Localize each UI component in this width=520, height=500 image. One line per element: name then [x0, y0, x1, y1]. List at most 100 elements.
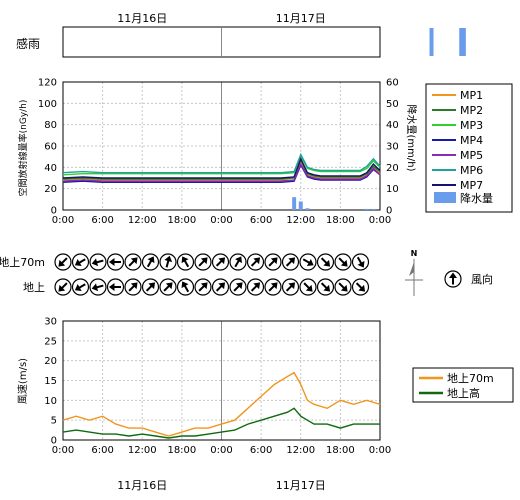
- wind-arrow-head: [200, 257, 208, 265]
- wind-arrow-glyph: [302, 258, 314, 266]
- wind-arrow: [124, 278, 142, 296]
- wind-arrow-glyph: [356, 256, 365, 268]
- wind-arrow-head: [218, 257, 226, 265]
- wind-arrow-glyph: [164, 255, 173, 268]
- wind-arrow-head: [357, 260, 365, 268]
- dose-series-5-line: [62, 152, 381, 174]
- wind-arrow-glyph: [320, 257, 331, 267]
- wind-arrow-head: [58, 259, 66, 267]
- wind-arrow: [106, 253, 125, 271]
- wind-arrow-shaft: [95, 259, 104, 264]
- dose-y-tick: 20: [44, 184, 57, 195]
- wind-arrow-glyph: [109, 283, 121, 291]
- wind-arrow: [176, 278, 195, 296]
- dose-series-1-line: [62, 158, 381, 180]
- wind-arrow-shaft: [60, 282, 68, 290]
- wind-arrow-shaft: [183, 284, 190, 293]
- wind-arrow-shaft: [78, 258, 86, 264]
- wind-y-tick: 5: [51, 416, 57, 427]
- dose-x-tick: 0:00: [52, 215, 74, 226]
- wind-arrow-glyph: [320, 282, 331, 292]
- wind-arrow-shaft: [233, 284, 241, 292]
- wind-arrow-shaft: [95, 284, 104, 289]
- dose-y2-tick: 30: [386, 142, 399, 153]
- dose-series-2-line: [62, 153, 381, 176]
- wind-arrow-glyph: [215, 282, 226, 292]
- wind-arrow-shaft: [215, 284, 223, 292]
- wind-arrow-glyph: [285, 282, 296, 292]
- wind-arrow-glyph: [146, 256, 155, 268]
- date-label-top: 11月16日: [117, 12, 167, 25]
- wind-arrow-glyph: [181, 256, 190, 268]
- wind-arrow-shaft: [268, 284, 276, 292]
- precip-bar: [298, 201, 303, 210]
- dose-y2-tick: 0: [386, 206, 392, 217]
- wind-arrow-shaft: [320, 282, 328, 290]
- precip-ylabel: 降水量(mm/h): [405, 105, 418, 172]
- wind-arrow-shaft: [338, 257, 346, 265]
- wind-arrow-glyph: [58, 282, 68, 292]
- wind-ylabel: 風速(m/s): [17, 358, 29, 404]
- wind-arrow-head: [340, 284, 348, 292]
- wind-arrow-head: [164, 255, 173, 263]
- wind-arrow-glyph: [198, 282, 208, 292]
- date-label-bottom: 11月17日: [276, 479, 326, 492]
- wind-arrow-glyph: [74, 283, 86, 291]
- dose-legend-3-label: MP4: [460, 134, 483, 147]
- wind-arrow-shaft: [198, 284, 206, 292]
- date-label-top: 11月17日: [276, 12, 326, 25]
- wind-y-tick: 20: [44, 356, 57, 367]
- wind-arrow-shaft: [285, 259, 293, 267]
- wind-arrow-head: [109, 283, 115, 291]
- wind-y-tick: 0: [51, 436, 57, 447]
- wind-arrow-glyph: [250, 282, 261, 292]
- wind-arrow: [351, 253, 370, 271]
- wind-arrow-head: [235, 282, 243, 290]
- wind-arrow-shaft: [303, 282, 311, 290]
- wind-arrow: [176, 253, 195, 271]
- wind-arrow-head: [74, 259, 82, 266]
- wind-arrow-head: [288, 282, 296, 290]
- wind-arrow-head: [109, 258, 115, 266]
- wind-arrow-head: [181, 281, 189, 289]
- dose-ylabel: 空間放射線量率(nGy/h): [17, 100, 29, 197]
- date-label-bottom: 11月16日: [117, 479, 167, 492]
- dose-series-0-line: [62, 161, 381, 181]
- wind-arrow-head: [288, 257, 296, 265]
- rain-sense-block: [429, 28, 434, 56]
- wind-legend-head: [449, 272, 457, 278]
- wind-arrow: [316, 253, 335, 271]
- wind-arrow: [299, 278, 317, 296]
- wind-arrow-glyph: [145, 282, 156, 292]
- wind-arrow-shaft: [250, 259, 258, 267]
- dose-y2-tick: 20: [386, 163, 399, 174]
- wind-arrow-head: [358, 284, 366, 292]
- dose-series-6-line: [62, 156, 381, 179]
- wind-arrow: [89, 278, 107, 296]
- wind-legend-icon: [444, 270, 462, 288]
- wind-arrow: [211, 278, 230, 296]
- wind-arrow-glyph: [233, 282, 243, 292]
- precip-bar: [292, 197, 297, 210]
- dose-y-tick: 40: [44, 163, 57, 174]
- wind-arrow-glyph: [91, 283, 104, 292]
- wind-arrow-shaft: [165, 259, 170, 268]
- wind-y-tick: 30: [44, 317, 57, 328]
- rain-sense-label: 感雨: [16, 36, 40, 51]
- wind-arrow-shaft: [60, 257, 68, 265]
- wind-arrow-head: [253, 257, 261, 265]
- wind-arrow-shaft: [183, 259, 190, 268]
- wind-arrow-glyph: [128, 282, 138, 292]
- wind-legend-0-label: 地上70m: [447, 372, 494, 385]
- wind-arrow-head: [148, 282, 156, 290]
- dose-legend-2-label: MP3: [460, 119, 483, 132]
- wind-arrow: [54, 278, 72, 296]
- wind-arrow-glyph: [250, 257, 261, 267]
- wind-x-tick: 12:00: [286, 445, 315, 456]
- wind-y-tick: 15: [44, 376, 57, 387]
- dose-x-tick: 12:00: [128, 215, 157, 226]
- precip-bar: [305, 208, 310, 210]
- dose-series-3-line: [62, 163, 381, 184]
- wind-x-tick: 6:00: [250, 445, 272, 456]
